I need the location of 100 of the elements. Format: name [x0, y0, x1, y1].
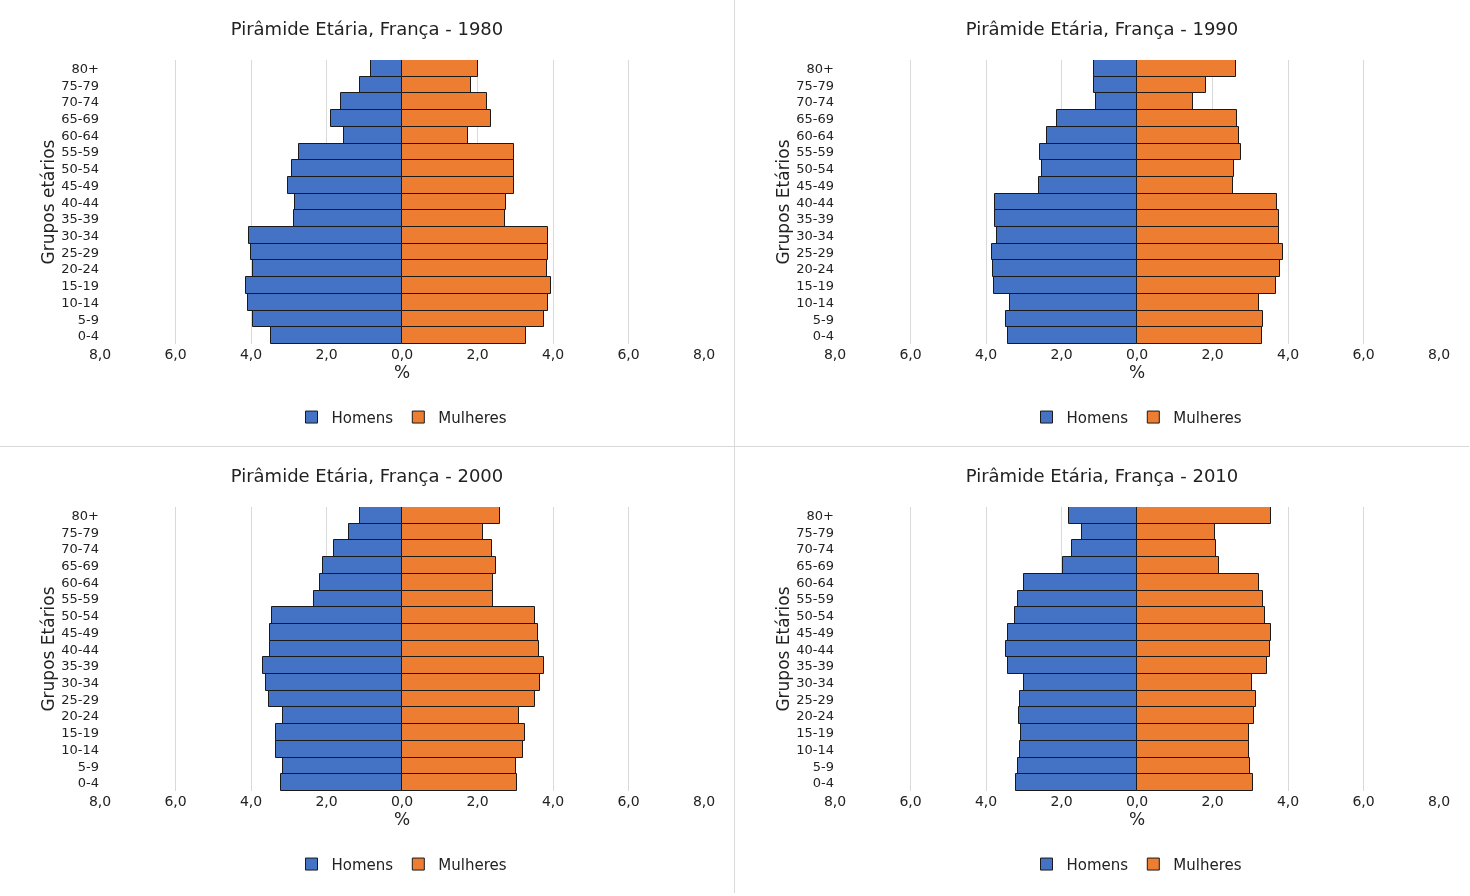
y-tick-label: 40-44	[61, 641, 99, 657]
y-tick-label: 70-74	[61, 541, 99, 557]
y-tick-label: 10-14	[796, 294, 834, 310]
legend-label: Homens	[331, 855, 394, 874]
y-tick-label: 25-29	[61, 691, 99, 707]
y-tick-label: 10-14	[61, 741, 99, 757]
y-tick-label: 45-49	[796, 177, 834, 193]
x-tick-label: 8,0	[88, 346, 112, 362]
x-tick-label: 8,0	[88, 793, 112, 809]
y-tick-label: 15-19	[796, 278, 834, 294]
x-tick-label: 8,0	[692, 346, 716, 362]
y-tick-label: 45-49	[61, 624, 99, 640]
chart-title: Pirâmide Etária, França - 1990	[965, 17, 1239, 39]
y-tick-label: 25-29	[61, 244, 99, 260]
y-tick-label: 50-54	[796, 608, 834, 624]
y-tick-label: 65-69	[61, 111, 99, 127]
x-tick-label: 2,0	[315, 793, 338, 809]
y-tick-label: 25-29	[796, 244, 834, 260]
y-tick-label: 70-74	[796, 541, 834, 557]
y-tick-label: 5-9	[812, 758, 834, 774]
x-tick-label: 2,0	[1201, 793, 1224, 809]
y-axis-title: Grupos Etários	[37, 586, 58, 712]
legend-label: Mulheres	[438, 408, 507, 427]
y-tick-label: 50-54	[61, 161, 99, 177]
y-tick-label: 80+	[71, 60, 99, 76]
y-tick-label: 80+	[806, 60, 834, 76]
x-tick-label: 8,0	[692, 793, 716, 809]
y-tick-label: 55-59	[796, 144, 834, 160]
y-tick-label: 30-34	[61, 227, 99, 243]
y-tick-label: 20-24	[61, 261, 99, 277]
y-tick-label: 0-4	[77, 328, 99, 344]
y-tick-label: 45-49	[61, 177, 99, 193]
y-tick-label: 5-9	[77, 758, 99, 774]
legend-label: Mulheres	[438, 855, 507, 874]
x-tick-label: 2,0	[1050, 793, 1073, 809]
y-tick-label: 45-49	[796, 624, 834, 640]
y-tick-label: 0-4	[812, 775, 834, 791]
y-tick-label: 20-24	[796, 261, 834, 277]
x-tick-label: 4,0	[974, 346, 998, 362]
x-tick-label: 4,0	[1276, 793, 1300, 809]
x-axis-title: %	[393, 362, 411, 382]
y-tick-label: 20-24	[796, 708, 834, 724]
x-tick-label: 4,0	[1276, 346, 1300, 362]
x-tick-label: 8,0	[1427, 793, 1451, 809]
y-tick-label: 75-79	[796, 524, 834, 540]
y-tick-label: 60-64	[796, 127, 834, 143]
x-tick-label: 2,0	[466, 346, 489, 362]
x-tick-label: 4,0	[239, 793, 263, 809]
y-axis-title: Grupos Etários	[772, 139, 793, 265]
y-tick-label: 35-39	[61, 658, 99, 674]
y-tick-label: 15-19	[61, 725, 99, 741]
x-axis-title: %	[393, 809, 411, 829]
x-tick-label: 4,0	[541, 346, 565, 362]
y-tick-label: 70-74	[796, 94, 834, 110]
y-tick-label: 25-29	[796, 691, 834, 707]
x-axis-title: %	[1128, 362, 1146, 382]
y-tick-label: 60-64	[61, 127, 99, 143]
x-tick-label: 0,0	[390, 793, 414, 809]
y-tick-label: 35-39	[796, 658, 834, 674]
y-tick-label: 5-9	[77, 311, 99, 327]
y-tick-label: 65-69	[61, 558, 99, 574]
y-tick-label: 35-39	[61, 211, 99, 227]
y-tick-label: 60-64	[796, 574, 834, 590]
y-axis-title: Grupos etários	[37, 139, 58, 265]
x-tick-label: 2,0	[1050, 346, 1073, 362]
x-tick-label: 6,0	[1352, 346, 1375, 362]
x-tick-label: 4,0	[974, 793, 998, 809]
x-tick-label: 8,0	[1427, 346, 1451, 362]
x-tick-label: 0,0	[1125, 346, 1149, 362]
y-axis-title: Grupos Etários	[772, 586, 793, 712]
x-tick-label: 4,0	[541, 793, 565, 809]
x-tick-label: 8,0	[823, 793, 847, 809]
x-tick-label: 0,0	[1125, 793, 1149, 809]
x-tick-label: 6,0	[164, 793, 187, 809]
y-tick-label: 80+	[806, 507, 834, 523]
legend-label: Mulheres	[1173, 855, 1242, 874]
y-tick-label: 40-44	[796, 641, 834, 657]
y-tick-label: 70-74	[61, 94, 99, 110]
y-tick-label: 35-39	[796, 211, 834, 227]
x-axis-title: %	[1128, 809, 1146, 829]
x-tick-label: 0,0	[390, 346, 414, 362]
y-tick-label: 0-4	[812, 328, 834, 344]
x-tick-label: 2,0	[315, 346, 338, 362]
chart-title: Pirâmide Etária, França - 2010	[965, 464, 1239, 486]
y-tick-label: 80+	[71, 507, 99, 523]
y-tick-label: 75-79	[796, 77, 834, 93]
x-tick-label: 2,0	[466, 793, 489, 809]
y-tick-label: 60-64	[61, 574, 99, 590]
y-tick-label: 50-54	[796, 161, 834, 177]
x-tick-label: 6,0	[899, 346, 922, 362]
legend-label: Homens	[331, 408, 394, 427]
y-tick-label: 30-34	[796, 227, 834, 243]
y-tick-label: 55-59	[796, 591, 834, 607]
y-tick-label: 75-79	[61, 524, 99, 540]
chart-title: Pirâmide Etária, França - 1980	[230, 17, 504, 39]
legend-label: Homens	[1066, 855, 1129, 874]
y-tick-label: 55-59	[61, 144, 99, 160]
y-tick-label: 40-44	[61, 194, 99, 210]
x-tick-label: 2,0	[1201, 346, 1224, 362]
x-tick-label: 6,0	[617, 346, 640, 362]
